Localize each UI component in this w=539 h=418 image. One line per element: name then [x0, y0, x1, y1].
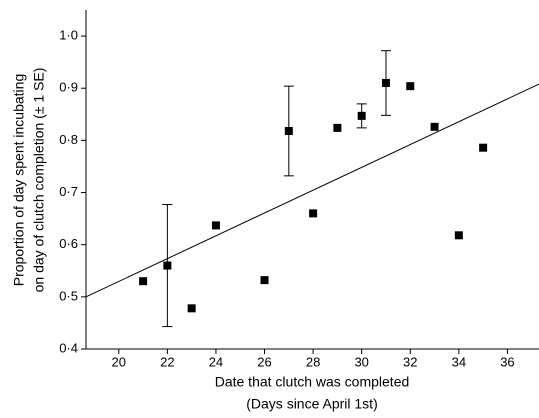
point	[357, 111, 366, 120]
x-axis-label: (Days since April 1st)	[246, 396, 377, 412]
y-tick-label: 0·7	[59, 184, 78, 199]
x-tick-label: 30	[354, 354, 368, 369]
x-tick-label: 24	[209, 354, 223, 369]
point	[163, 261, 172, 270]
x-tick-label: 26	[257, 354, 271, 369]
y-tick-label: 0·4	[59, 340, 78, 355]
point	[309, 209, 318, 218]
point	[211, 221, 220, 230]
point	[479, 143, 488, 152]
y-tick-label: 0·8	[59, 132, 78, 147]
point	[333, 123, 342, 132]
point	[430, 122, 439, 131]
y-tick-label: 1·0	[59, 28, 78, 43]
point	[187, 304, 196, 313]
x-tick-label: 32	[403, 354, 417, 369]
x-axis-label: Date that clutch was completed	[215, 374, 410, 390]
point	[260, 276, 269, 285]
y-tick-label: 0·6	[59, 236, 78, 251]
x-tick-label: 20	[112, 354, 126, 369]
y-axis-label: Proportion of day spent incubating	[11, 74, 27, 286]
y-tick-label: 0·5	[59, 288, 78, 303]
x-tick-label: 36	[500, 354, 514, 369]
y-axis-label: on day of clutch completion (± 1 SE)	[31, 68, 47, 293]
point	[406, 82, 415, 91]
point	[454, 231, 463, 240]
fit-line	[85, 83, 539, 298]
point	[284, 126, 293, 135]
y-tick-label: 0·9	[59, 80, 78, 95]
x-tick-label: 34	[452, 354, 466, 369]
point	[139, 277, 148, 286]
x-tick-label: 28	[306, 354, 320, 369]
x-tick-label: 22	[160, 354, 174, 369]
point	[381, 79, 390, 88]
